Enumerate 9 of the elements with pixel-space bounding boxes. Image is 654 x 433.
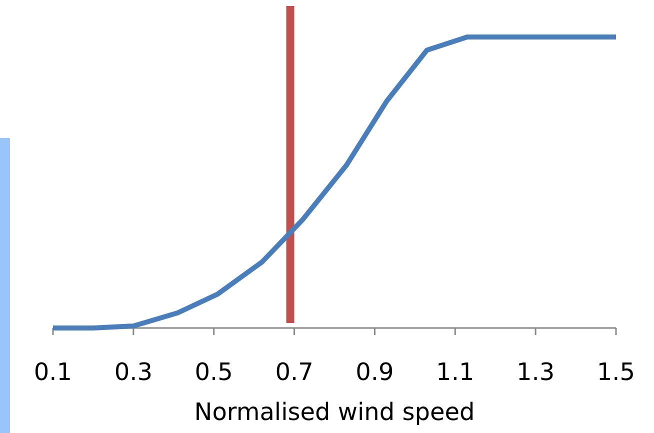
x-tick-label: 0.5: [194, 358, 233, 386]
x-tick-label: 0.9: [356, 358, 394, 386]
x-tick-label: 1.3: [516, 358, 555, 386]
x-tick-label: 0.3: [114, 358, 153, 386]
x-tick-label: 1.5: [596, 358, 636, 386]
x-tick-label: 0.7: [275, 358, 314, 386]
x-tick-label: 1.1: [436, 358, 474, 386]
x-axis-title: Normalised wind speed: [194, 398, 475, 426]
x-tick-label: 0.1: [34, 358, 72, 386]
